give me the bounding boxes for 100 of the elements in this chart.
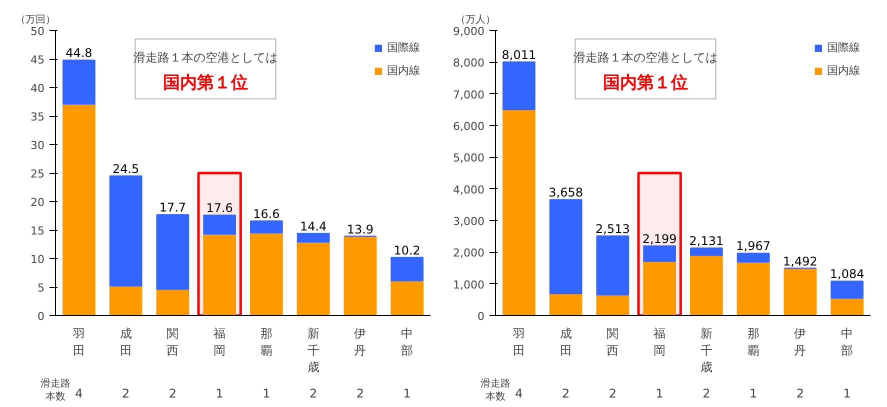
- text: 4: [75, 386, 83, 400]
- bar: [390, 280, 424, 316]
- annotation: 滑走路１本の空港としては: [574, 50, 718, 65]
- total-label: 10.2: [394, 243, 420, 258]
- bar: [250, 232, 283, 316]
- bar: [830, 280, 864, 299]
- total-label: 2,513: [596, 222, 630, 236]
- y-tick-label: 45: [30, 54, 45, 66]
- total-label: 1,492: [783, 254, 818, 268]
- x-tick-label: 関西: [606, 326, 619, 358]
- text: 滑走路本数: [480, 378, 510, 403]
- y-tick-label: 6,000: [453, 120, 485, 133]
- text: 1: [749, 386, 758, 400]
- x-tick-label: 伊丹: [794, 326, 806, 358]
- x-tick-label: 新千歳: [307, 326, 320, 374]
- bar: [62, 104, 96, 316]
- bar: [596, 235, 630, 296]
- text: 2: [608, 386, 617, 400]
- bar: [109, 175, 142, 286]
- bar: [156, 214, 190, 290]
- y-tick-label: 30: [30, 139, 45, 152]
- y-tick-label: 5,000: [453, 152, 485, 165]
- bar: [390, 256, 424, 282]
- y-tick-label: 1,000: [453, 278, 485, 292]
- text: 2: [122, 386, 130, 400]
- legend-label: 国際線: [827, 40, 860, 55]
- x-tick-label: 成田: [560, 326, 572, 358]
- bar: [643, 260, 676, 316]
- bar: [62, 60, 96, 105]
- bar: [784, 268, 817, 316]
- x-tick-label: 中部: [841, 326, 854, 358]
- y-tick-label: 0: [38, 310, 44, 323]
- x-tick-label: 伊丹: [354, 326, 366, 358]
- text: 2: [702, 386, 710, 400]
- total-label: 3,658: [548, 186, 583, 200]
- annotation: 国内第１位: [163, 73, 248, 94]
- x-tick-label: 中部: [401, 326, 414, 358]
- x-tick-label: 成田: [120, 326, 132, 358]
- y-tick-label: 10: [30, 253, 45, 266]
- text: 1: [262, 386, 270, 400]
- x-tick-label: 新千歳: [700, 326, 712, 374]
- bar: [344, 236, 377, 316]
- total-label: 1,084: [830, 267, 864, 282]
- bar: [296, 241, 330, 316]
- y-axis-title: （万回）: [16, 14, 56, 26]
- bar: [736, 261, 770, 316]
- bar: [549, 199, 582, 294]
- text: 1: [656, 386, 664, 400]
- total-label: 1,967: [736, 239, 770, 254]
- y-tick-label: 20: [30, 196, 45, 209]
- legend-label: 国際線: [387, 40, 420, 55]
- y-tick-label: 2,000: [453, 246, 485, 260]
- bar: [502, 61, 536, 110]
- text: 1: [403, 386, 411, 400]
- y-tick-label: 8,000: [453, 56, 485, 70]
- total-label: 8,011: [502, 48, 536, 62]
- bar: [203, 233, 236, 316]
- bar: [736, 252, 770, 262]
- y-tick-label: 15: [30, 224, 45, 238]
- x-tick-label: 関西: [166, 326, 179, 358]
- y-tick-label: 4,000: [453, 183, 485, 196]
- text: 滑走路本数: [40, 378, 70, 403]
- x-tick-label: 福岡: [214, 326, 226, 358]
- text: 2: [168, 386, 177, 400]
- x-tick-label: 福岡: [654, 326, 666, 358]
- y-tick-label: 50: [30, 25, 45, 38]
- text: 1: [843, 386, 851, 400]
- total-label: 14.4: [300, 219, 327, 234]
- annotation: 滑走路１本の空港としては: [134, 50, 278, 65]
- bar: [830, 298, 864, 316]
- y-tick-label: 0: [478, 310, 484, 323]
- total-label: 17.7: [159, 200, 186, 215]
- bar: [203, 214, 236, 234]
- bar: [690, 248, 723, 256]
- text: 2: [356, 386, 364, 400]
- x-tick-label: 羽田: [72, 326, 85, 358]
- y-tick-label: 3,000: [453, 215, 485, 228]
- bar: [296, 232, 330, 242]
- bar: [596, 294, 630, 316]
- bar: [502, 109, 536, 316]
- y-axis-title: （万人）: [456, 14, 496, 26]
- total-label: 2,199: [642, 232, 677, 246]
- text: 4: [515, 386, 523, 400]
- text: 2: [796, 386, 804, 400]
- bar: [250, 220, 283, 234]
- y-tick-label: 7,000: [453, 88, 485, 102]
- bar: [549, 293, 582, 316]
- total-label: 24.5: [112, 162, 140, 176]
- total-label: 17.6: [206, 201, 233, 216]
- bar: [690, 254, 723, 316]
- x-tick-label: 那覇: [260, 326, 272, 358]
- total-label: 13.9: [346, 222, 374, 236]
- bar: [156, 288, 190, 316]
- annotation: 国内第１位: [603, 73, 688, 94]
- bar: [643, 245, 676, 262]
- y-tick-label: 35: [30, 110, 45, 124]
- text: 1: [216, 386, 224, 400]
- text: 2: [562, 386, 570, 400]
- bar: [109, 285, 142, 316]
- y-tick-label: 40: [30, 82, 45, 95]
